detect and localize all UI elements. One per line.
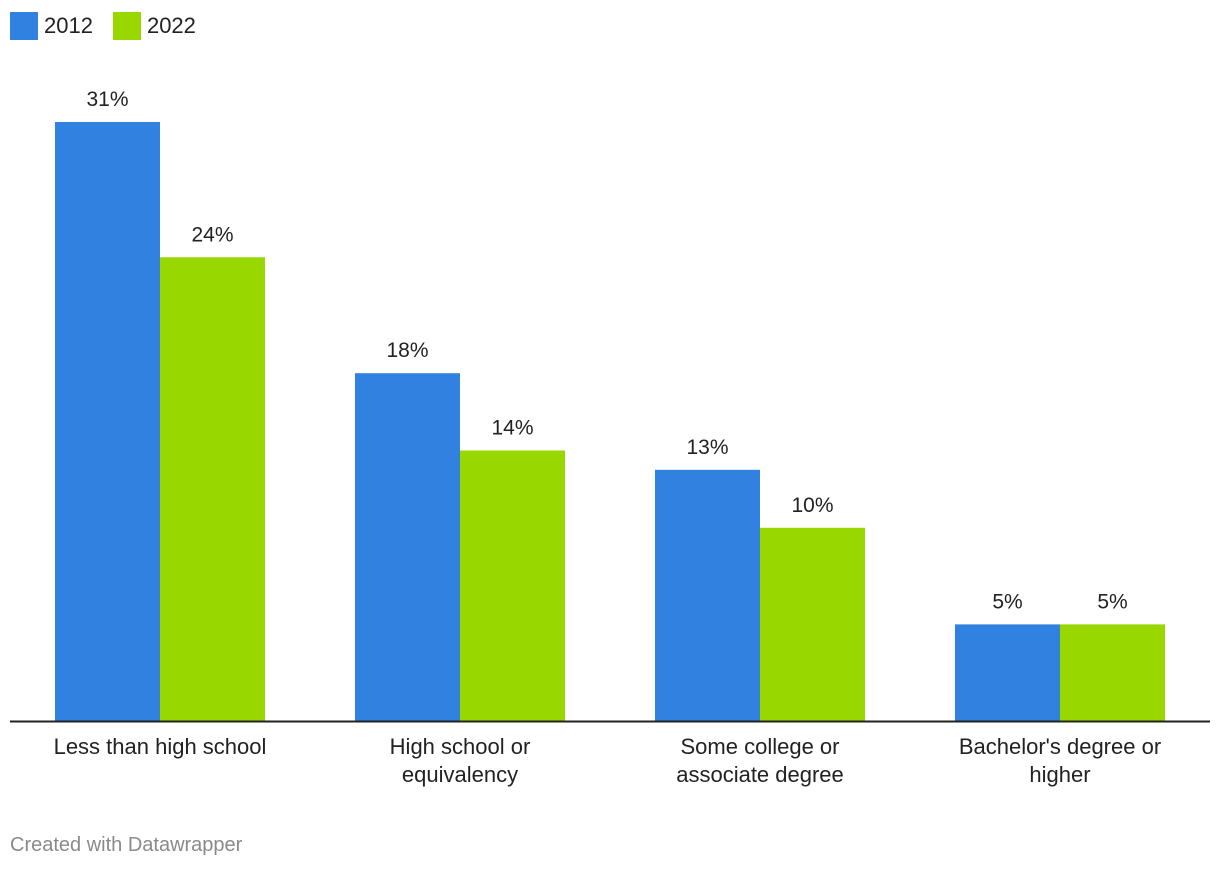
x-tick-label-1: High school or equivalency <box>390 734 531 787</box>
data-label-2012-0: 31% <box>86 88 128 111</box>
data-label-2012-2: 13% <box>686 436 728 459</box>
legend-label-2012: 2012 <box>44 13 93 38</box>
bar-2012-2 <box>655 469 760 721</box>
legend-swatch-2012 <box>10 12 38 40</box>
datawrapper-credit: Created with Datawrapper <box>10 834 243 856</box>
data-label-2022-2: 10% <box>791 494 833 517</box>
x-tick-label-3: Bachelor's degree or higher <box>959 734 1161 787</box>
bar-2012-3 <box>955 624 1060 721</box>
legend-item-2022: 2022 <box>112 12 196 40</box>
bar-2012-0 <box>55 122 160 721</box>
bar-2022-1 <box>460 450 565 721</box>
bar-2012-1 <box>355 373 460 721</box>
bar-2022-2 <box>760 527 865 721</box>
legend-label-2022: 2022 <box>146 13 196 38</box>
data-label-2022-1: 14% <box>491 416 533 439</box>
bar-2022-0 <box>160 257 265 721</box>
data-label-2022-3: 5% <box>1097 590 1127 613</box>
data-label-2022-0: 24% <box>191 223 233 246</box>
chart-legend: 2012 2022 <box>10 12 216 40</box>
legend-item-2012: 2012 <box>10 12 93 40</box>
x-tick-label-2: Some college or associate degree <box>676 734 844 787</box>
x-tick-label-0: Less than high school <box>54 734 267 759</box>
data-label-2012-1: 18% <box>386 339 428 362</box>
bar-2022-3 <box>1060 624 1165 721</box>
data-label-2012-3: 5% <box>992 590 1022 613</box>
legend-swatch-2022 <box>112 12 141 40</box>
